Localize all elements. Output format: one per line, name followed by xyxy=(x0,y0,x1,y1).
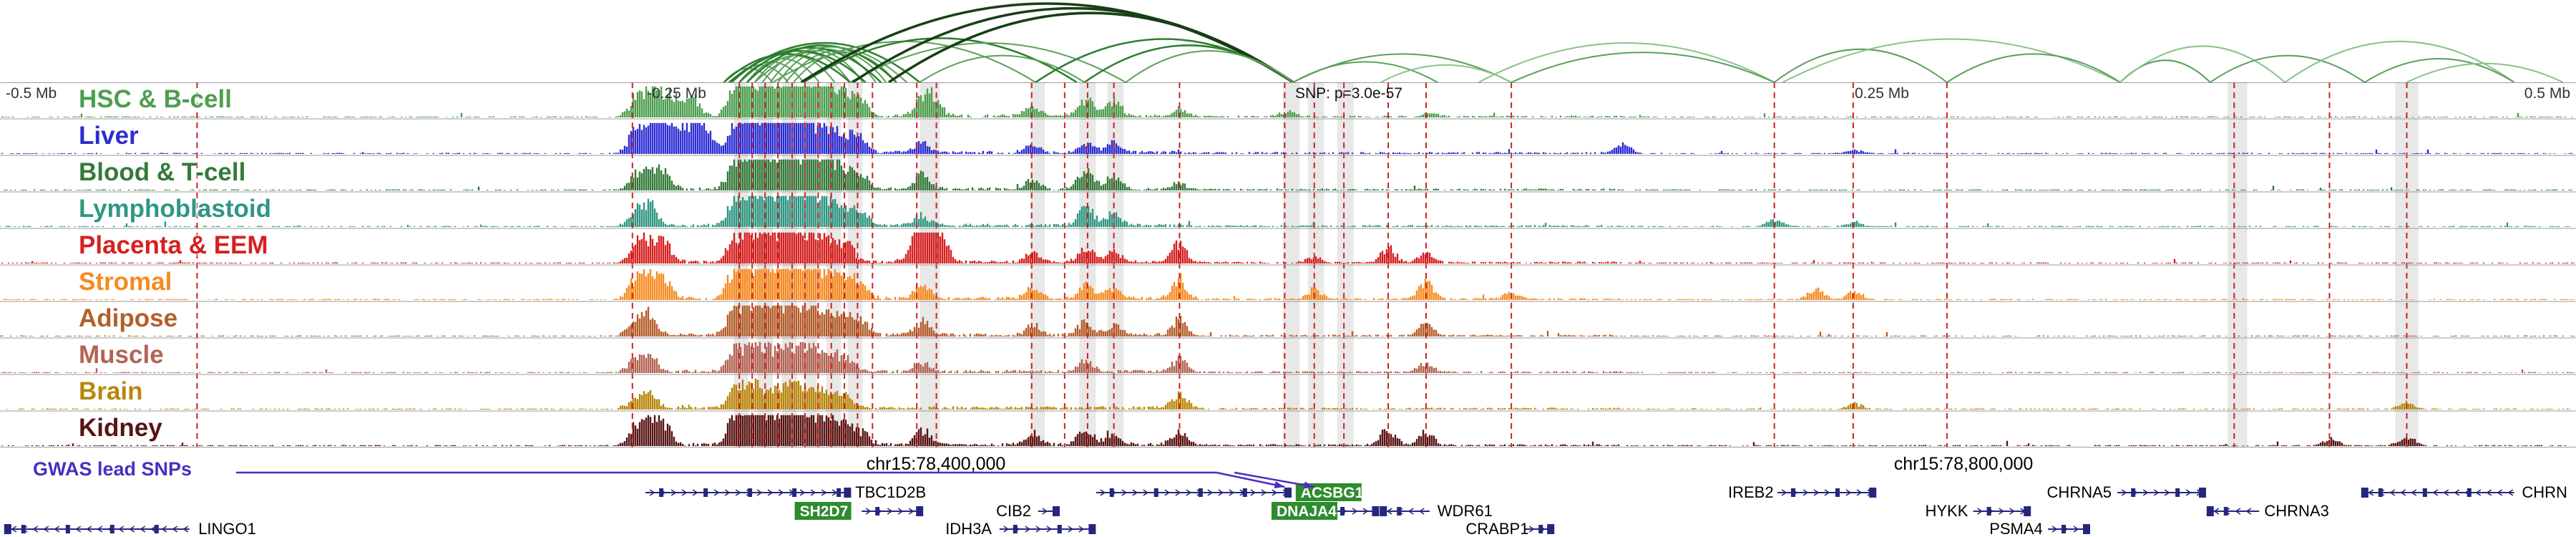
interaction-arc xyxy=(1292,53,1512,82)
gene-label: ACSBG1 xyxy=(1301,485,1364,501)
axis-label-minus-0-25mb: -0.25 Mb xyxy=(647,85,706,102)
interaction-arc xyxy=(919,54,1085,82)
gwas-lead-snp-pointers xyxy=(236,471,1314,489)
gene-dnaja4: DNAJA4 xyxy=(1271,502,1380,520)
gene-crabp1: CRABP1 xyxy=(1465,520,1555,537)
interaction-arc xyxy=(2119,45,2285,82)
interaction-arc xyxy=(1478,42,1775,82)
gene-chrna5: CHRNA5 xyxy=(2047,483,2206,501)
signal-placenta-eem xyxy=(1,232,2575,263)
gene-label: HYKK xyxy=(1925,502,1968,520)
interaction-arc xyxy=(888,11,1294,82)
axis-label-plus-0-5mb: 0.5 Mb xyxy=(2524,85,2570,102)
gene-label: IDH3A xyxy=(945,520,992,537)
axis-label-minus-0-5mb: -0.5 Mb xyxy=(6,85,57,102)
interaction-arc xyxy=(1125,50,1294,82)
gene-label: LINGO1 xyxy=(198,520,256,537)
gene-label: DNAJA4 xyxy=(1277,503,1337,520)
gene-hykk: HYKK xyxy=(1925,502,2031,520)
interaction-arc xyxy=(2406,62,2564,82)
gene-label: IREB2 xyxy=(1728,483,1774,501)
interaction-arc xyxy=(1380,64,1512,82)
interaction-arc xyxy=(2364,58,2515,82)
gwas-arrowhead xyxy=(1304,481,1314,489)
signal-brain xyxy=(5,378,2571,410)
gene-ireb2: IREB2 xyxy=(1728,483,1877,501)
gwas-arrowhead xyxy=(1274,481,1285,488)
interaction-arc xyxy=(1511,52,1775,82)
gene-label: CIB2 xyxy=(996,502,1031,520)
signal-muscle xyxy=(1,342,2575,373)
chromatin-interaction-arcs xyxy=(723,2,2564,82)
signal-adipose xyxy=(0,305,2575,337)
gene-cib2: CIB2 xyxy=(996,502,1060,520)
coordinate-label-chr15-78800000: chr15:78,800,000 xyxy=(1893,454,2034,474)
gene-label: WDR61 xyxy=(1438,502,1493,520)
signal-blood-t-cell xyxy=(3,159,2573,190)
snp-pvalue-label: SNP: p=3.0e-57 xyxy=(1295,85,1403,102)
gene-chrn: CHRN xyxy=(2361,483,2567,501)
gene-psma4: PSMA4 xyxy=(1989,520,2090,537)
coordinate-label-chr15-78400000: chr15:78,400,000 xyxy=(866,454,1006,474)
gene-acsbg1: ACSBG1 xyxy=(1096,483,1364,501)
gene-label: CHRNA3 xyxy=(2264,502,2328,520)
interaction-arc xyxy=(1782,38,2121,82)
interaction-arc xyxy=(2284,40,2515,82)
gene-sh2d7: SH2D7 xyxy=(794,502,924,520)
gene-label: TBC1D2B xyxy=(855,483,926,501)
interaction-arc xyxy=(754,46,907,82)
interaction-arc xyxy=(793,52,897,82)
gwas-lead-snps-label: GWAS lead SNPs xyxy=(33,458,192,480)
signal-lymphoblastoid xyxy=(0,195,2571,227)
gene-label: CHRNA5 xyxy=(2047,483,2112,501)
signal-liver xyxy=(1,122,2573,154)
gene-label: SH2D7 xyxy=(800,503,849,520)
interaction-arc xyxy=(1774,48,1948,82)
interaction-arc xyxy=(2210,54,2366,82)
signal-hsc-b-cell xyxy=(1,86,2573,117)
gene-label: CRABP1 xyxy=(1465,520,1528,537)
gene-chrna3: CHRNA3 xyxy=(2206,502,2329,520)
gene-wdr61: WDR61 xyxy=(1380,502,1493,520)
interaction-arc xyxy=(728,42,920,82)
interaction-arc xyxy=(1946,53,2121,82)
interaction-arc xyxy=(746,58,820,82)
interaction-arc xyxy=(849,42,1126,82)
gene-label-highlight-bg xyxy=(1271,502,1337,520)
gene-label: CHRN xyxy=(2522,483,2567,501)
gene-tbc1d2b: TBC1D2B xyxy=(645,483,926,501)
signal-tracks-panel xyxy=(0,82,2576,448)
gene-lingo1: LINGO1 xyxy=(4,520,256,537)
axis-label-plus-0-25mb: 0.25 Mb xyxy=(1855,85,1909,102)
interaction-arc xyxy=(753,54,836,82)
interaction-arc xyxy=(738,47,882,82)
gene-label-highlight-bg xyxy=(794,502,852,520)
signal-stromal xyxy=(3,268,2575,300)
gene-idh3a: IDH3A xyxy=(945,520,1096,537)
gene-label: PSMA4 xyxy=(1989,520,2043,537)
